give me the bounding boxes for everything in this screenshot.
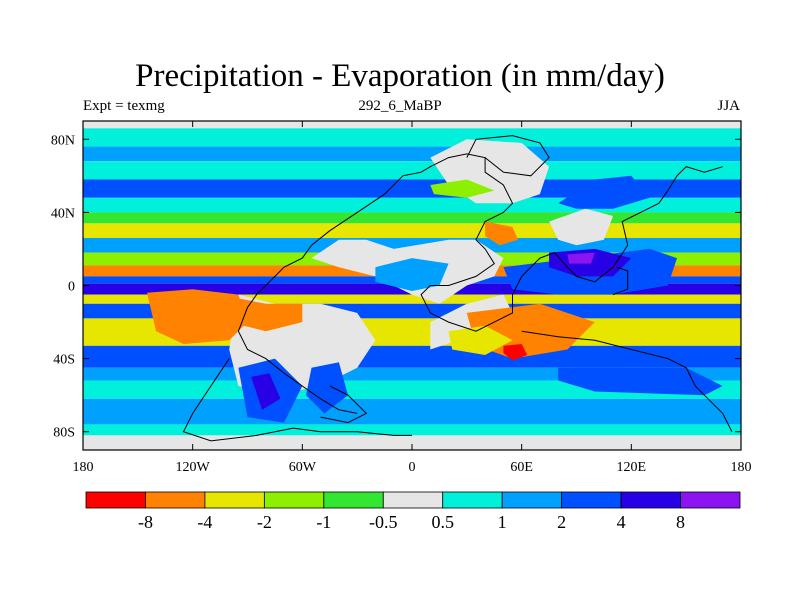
field-band-20 [83, 424, 741, 436]
coastline-6 [612, 266, 629, 296]
axes: 180 120W 60W 0 60E 120E 180 80N 40N 0 40S 80S [51, 121, 752, 475]
colorbar-swatch-5 [382, 491, 444, 509]
colorbar-label: 8 [676, 512, 685, 532]
colorbar-label: -1 [316, 512, 331, 532]
field-patch-7 [503, 344, 528, 361]
field-band-1 [83, 128, 741, 147]
field-patch-19 [558, 175, 650, 209]
colorbar-label: 2 [557, 512, 566, 532]
colorbar: -8 -4 -2 -1 -0.5 0.5 1 2 4 8 [85, 491, 741, 532]
colorbar-swatch-2 [204, 491, 265, 509]
y-tick-label: 40N [51, 206, 75, 221]
field-patch-16 [251, 373, 281, 410]
colorbar-swatch-7 [501, 491, 563, 509]
colorbar-swatch-4 [323, 491, 384, 509]
colorbar-label: -2 [257, 512, 272, 532]
coastline-3 [320, 385, 368, 424]
colorbar-swatch-8 [561, 491, 622, 509]
y-tick-label: 80N [51, 133, 75, 148]
field-band-2 [83, 146, 741, 162]
field-band-13 [83, 294, 741, 304]
x-tick-label: 60W [289, 460, 317, 475]
field-band-19 [83, 398, 741, 425]
coastline-5 [466, 135, 550, 177]
field-patch-9 [485, 221, 518, 246]
x-tick-label: 180 [731, 460, 752, 475]
colorbar-label: -8 [138, 512, 153, 532]
field-patch-10 [229, 296, 303, 332]
y-tick-label: 40S [53, 353, 75, 368]
colorbar-label: 0.5 [431, 512, 454, 532]
field-patch-5 [147, 289, 248, 344]
field-band-7 [83, 223, 741, 238]
left-subtitle: Expt = texmg [83, 98, 165, 114]
colorbar-swatch-3 [263, 491, 325, 509]
x-tick-label: 60E [510, 460, 533, 475]
field-patch-2 [549, 208, 614, 246]
coastline-0 [384, 153, 723, 332]
field-patch-13 [567, 252, 595, 264]
colorbar-swatch-1 [145, 491, 206, 509]
y-tick-label: 0 [68, 280, 75, 295]
y-tick-label: 80S [53, 426, 75, 441]
precip-evap-field [83, 121, 741, 450]
colorbar-swatch-6 [442, 491, 503, 509]
x-tick-label: 180 [73, 460, 94, 475]
right-subtitle: JJA [717, 98, 740, 114]
colorbar-label: 4 [617, 512, 626, 532]
colorbar-label: -0.5 [369, 512, 398, 532]
field-patch-8 [448, 325, 513, 355]
x-tick-label: 120E [617, 460, 647, 475]
center-subtitle: 292_6_MaBP [358, 98, 442, 114]
coastline-2 [182, 358, 412, 442]
field-band-3 [83, 161, 741, 180]
field-patch-20 [430, 179, 495, 198]
colorbar-label: 1 [498, 512, 507, 532]
field-band-21 [83, 435, 741, 450]
coastline-outlines [182, 135, 733, 442]
coastline-1 [237, 193, 385, 414]
x-tick-label: 0 [409, 460, 416, 475]
colorbar-swatch-9 [620, 491, 681, 509]
coastline-4 [521, 330, 733, 432]
field-patch-17 [306, 362, 348, 414]
colorbar-swatch-0 [85, 491, 146, 509]
field-patch-18 [558, 367, 723, 396]
colorbar-swatch-10 [680, 491, 741, 509]
field-patch-14 [375, 258, 449, 291]
x-tick-label: 120W [176, 460, 211, 475]
chart-title: Precipitation - Evaporation (in mm/day) [135, 58, 665, 94]
field-band-16 [83, 345, 741, 368]
colorbar-label: -4 [197, 512, 212, 532]
field-band-6 [83, 212, 741, 224]
